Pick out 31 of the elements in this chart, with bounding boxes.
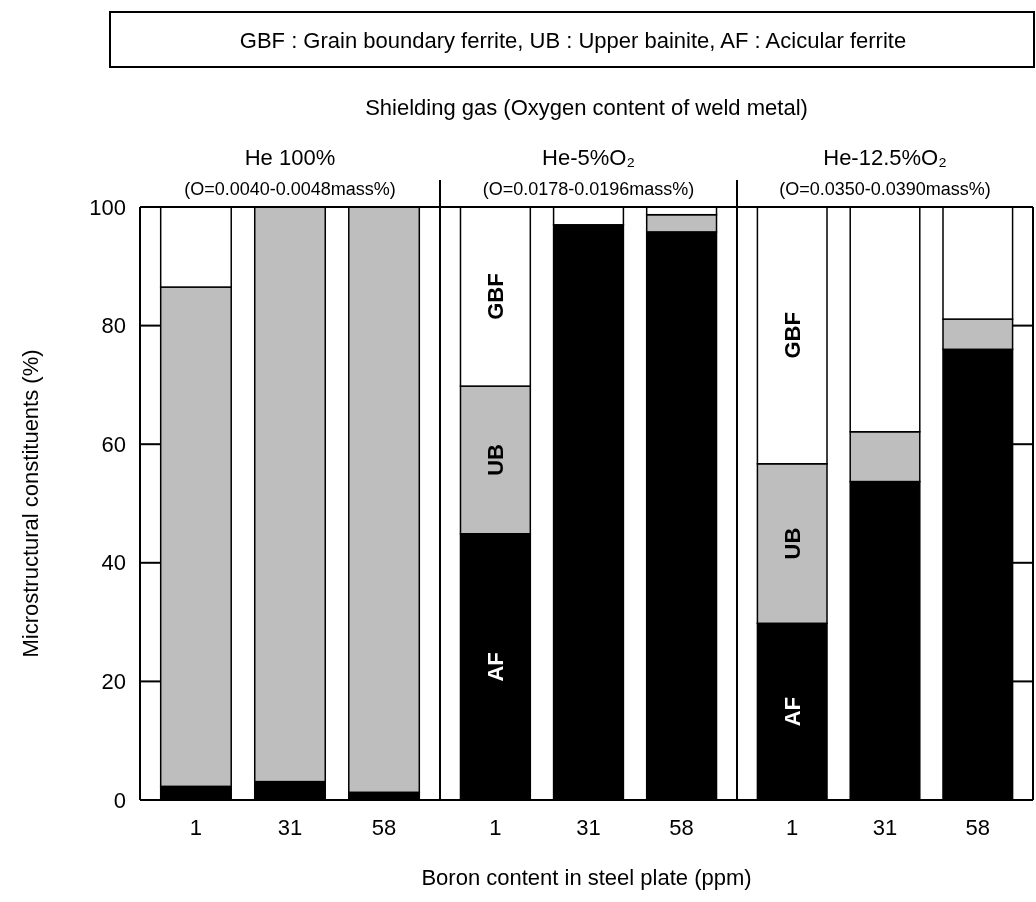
chart-title: He-5%O₂ xyxy=(542,145,635,170)
x-axis-title: Boron content in steel plate (ppm) xyxy=(421,865,752,890)
x-tick-label: 31 xyxy=(277,815,303,840)
x-tick-label: 58 xyxy=(371,815,397,840)
x-tick-label: 31 xyxy=(872,815,898,840)
series-label: AF xyxy=(482,652,508,682)
text: GBF : Grain boundary ferrite, UB : Upper bainite, AF : Acicular ferrite xyxy=(239,27,907,53)
x-tick-label: 58 xyxy=(965,815,991,840)
y-tick-label: 100 xyxy=(89,194,126,220)
text: Shielding gas (Oxygen content of weld metal) xyxy=(365,95,808,120)
x-tick-label: 31 xyxy=(576,815,601,840)
y-tick-label: 80 xyxy=(101,313,126,339)
y-tick-label: 40 xyxy=(101,550,126,576)
y-tick-label: 20 xyxy=(101,668,126,694)
y-tick-label: 0 xyxy=(113,787,126,813)
chart-subtitle: (O=0.0178-0.0196mass%) xyxy=(482,179,695,199)
x-tick-label: 1 xyxy=(786,815,799,840)
y-axis-title: Microstructural constituents (%) xyxy=(18,349,43,658)
series-label: GBF xyxy=(482,273,508,320)
series-label: GBF xyxy=(779,312,805,359)
chart-title: He-12.5%O₂ xyxy=(823,145,947,170)
x-tick-label: 58 xyxy=(669,815,694,840)
y-tick-label: 60 xyxy=(101,431,126,457)
chart-subtitle: (O=0.0350-0.0390mass%) xyxy=(779,179,991,199)
series-label: AF xyxy=(779,696,805,727)
chart-title: He 100% xyxy=(244,145,336,170)
chart-subtitle: (O=0.0040-0.0048mass%) xyxy=(184,179,396,199)
x-tick-label: 1 xyxy=(489,815,502,840)
x-tick-label: 1 xyxy=(189,815,203,840)
series-label: UB xyxy=(779,527,805,560)
series-label: UB xyxy=(482,444,508,476)
